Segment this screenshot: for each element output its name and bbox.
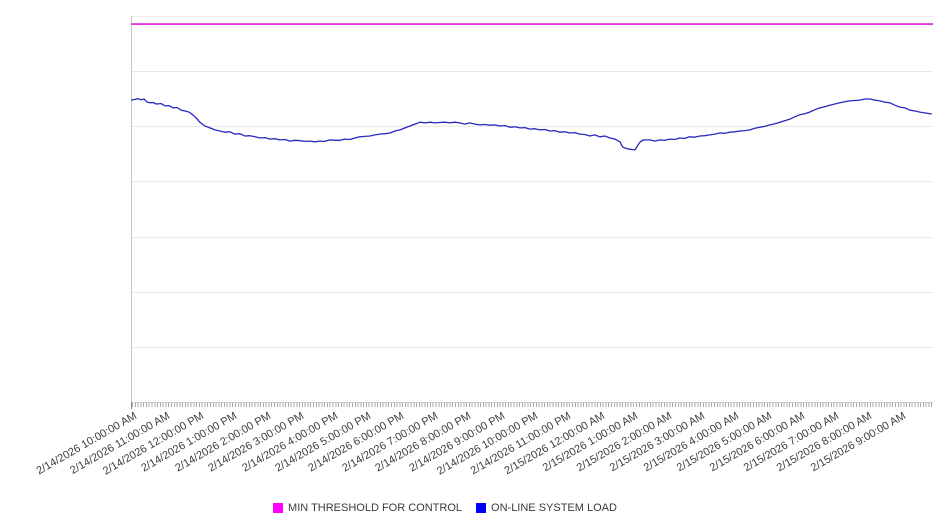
y-axis-line — [131, 16, 132, 402]
gridline — [131, 126, 933, 128]
gridline — [131, 16, 933, 17]
load-line — [131, 97, 932, 151]
legend-label: ON-LINE SYSTEM LOAD — [491, 502, 617, 514]
x-axis-minor-ticks — [132, 403, 933, 407]
legend-swatch-icon — [273, 503, 284, 513]
gridline — [131, 346, 933, 348]
legend-swatch-icon — [476, 503, 487, 513]
gridline — [131, 71, 933, 73]
x-axis-line — [131, 402, 933, 403]
y-axis-tick — [131, 402, 132, 409]
plot-area — [131, 23, 933, 151]
legend-label: MIN THRESHOLD FOR CONTROL — [288, 502, 463, 514]
legend-item-min-threshold-for-control: MIN THRESHOLD FOR CONTROL — [273, 502, 462, 514]
legend-item-on-line-system-load: ON-LINE SYSTEM LOAD — [476, 502, 617, 514]
gridline — [131, 236, 933, 238]
gridline — [131, 181, 933, 183]
gridline — [131, 291, 933, 293]
legend: MIN THRESHOLD FOR CONTROL ON-LINE SYSTEM … — [0, 501, 946, 515]
